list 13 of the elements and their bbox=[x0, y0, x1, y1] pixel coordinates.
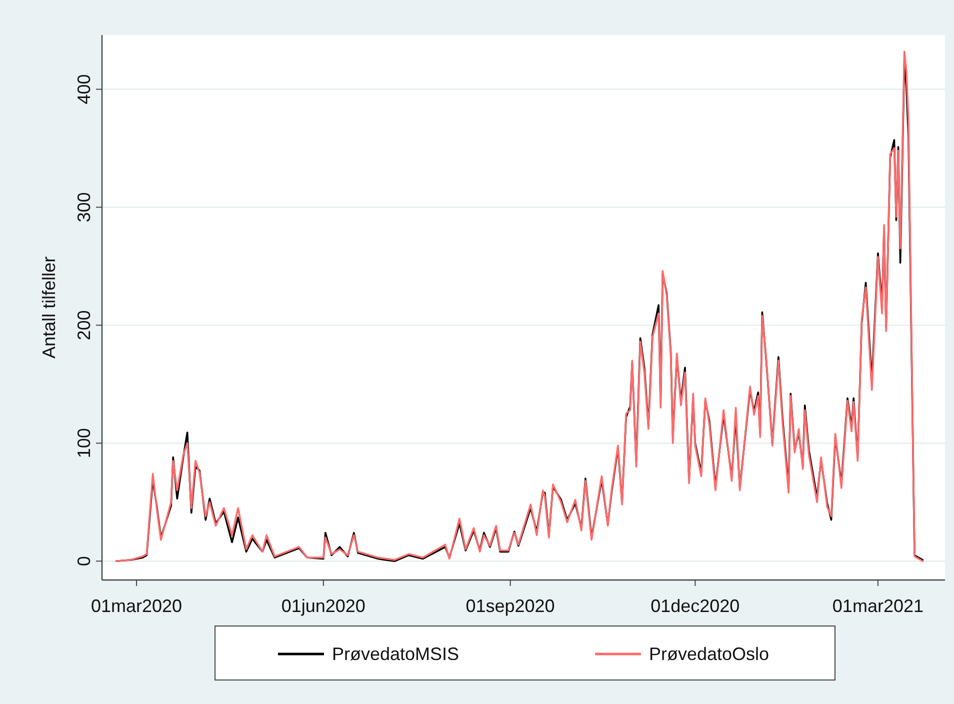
x-tick-label: 01mar2021 bbox=[832, 596, 924, 616]
y-axis-title: Antall tilfeller bbox=[39, 256, 59, 359]
x-tick-label: 01sep2020 bbox=[466, 596, 555, 616]
legend-label: PrøvedatoOslo bbox=[649, 644, 770, 664]
legend-label: PrøvedatoMSIS bbox=[332, 644, 460, 664]
y-tick-label: 100 bbox=[74, 428, 94, 458]
y-tick-label: 400 bbox=[74, 74, 94, 104]
y-tick-label: 0 bbox=[74, 556, 94, 566]
x-tick-label: 01dec2020 bbox=[650, 596, 740, 616]
y-tick-label: 200 bbox=[74, 310, 94, 340]
y-tick-label: 300 bbox=[74, 192, 94, 222]
x-tick-label: 01mar2020 bbox=[90, 596, 182, 616]
x-tick-label: 01jun2020 bbox=[281, 596, 366, 616]
